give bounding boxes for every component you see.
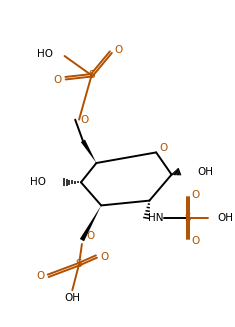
Text: HO: HO	[30, 177, 46, 187]
Text: O: O	[54, 75, 62, 85]
Text: O: O	[36, 271, 45, 281]
Text: O: O	[160, 143, 168, 153]
Text: O: O	[100, 251, 108, 262]
Text: O: O	[81, 115, 89, 125]
Text: S: S	[185, 213, 191, 223]
Polygon shape	[80, 205, 101, 241]
Text: S: S	[88, 70, 95, 80]
Text: O: O	[192, 236, 200, 246]
Text: OH: OH	[218, 213, 234, 223]
Text: O: O	[86, 231, 95, 241]
Text: OH: OH	[64, 293, 80, 303]
Text: O: O	[114, 45, 123, 55]
Text: S: S	[76, 259, 82, 269]
Text: HO: HO	[37, 49, 53, 59]
Text: OH: OH	[198, 167, 214, 177]
Polygon shape	[81, 140, 96, 163]
Text: O: O	[192, 190, 200, 200]
Text: HN: HN	[148, 213, 164, 223]
